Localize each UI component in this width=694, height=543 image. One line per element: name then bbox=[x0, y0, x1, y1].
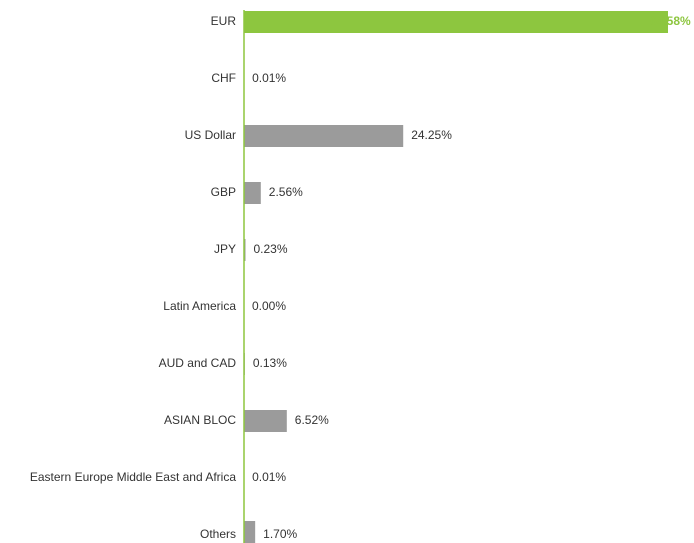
category-label: GBP bbox=[211, 185, 236, 199]
value-label: 2.56% bbox=[269, 185, 303, 199]
category-label: AUD and CAD bbox=[159, 356, 237, 370]
category-label: Eastern Europe Middle East and Africa bbox=[30, 470, 236, 484]
value-label: 64.58% bbox=[650, 14, 691, 28]
value-label: 0.23% bbox=[254, 242, 288, 256]
category-label: ASIAN BLOC bbox=[164, 413, 236, 427]
category-label: EUR bbox=[211, 14, 237, 28]
bar bbox=[244, 410, 287, 432]
value-label: 0.00% bbox=[252, 299, 286, 313]
category-label: CHF bbox=[211, 71, 236, 85]
value-label: 0.01% bbox=[252, 470, 286, 484]
value-label: 0.13% bbox=[253, 356, 287, 370]
category-label: Latin America bbox=[163, 299, 236, 313]
category-label: Others bbox=[200, 527, 236, 541]
category-label: US Dollar bbox=[185, 128, 236, 142]
bar bbox=[244, 521, 256, 543]
bar bbox=[244, 125, 404, 147]
bar bbox=[244, 239, 246, 261]
category-label: JPY bbox=[214, 242, 236, 256]
value-label: 0.01% bbox=[252, 71, 286, 85]
value-label: 1.70% bbox=[263, 527, 297, 541]
bar bbox=[244, 11, 668, 33]
value-label: 6.52% bbox=[295, 413, 329, 427]
bar bbox=[244, 182, 261, 204]
value-label: 24.25% bbox=[411, 128, 452, 142]
